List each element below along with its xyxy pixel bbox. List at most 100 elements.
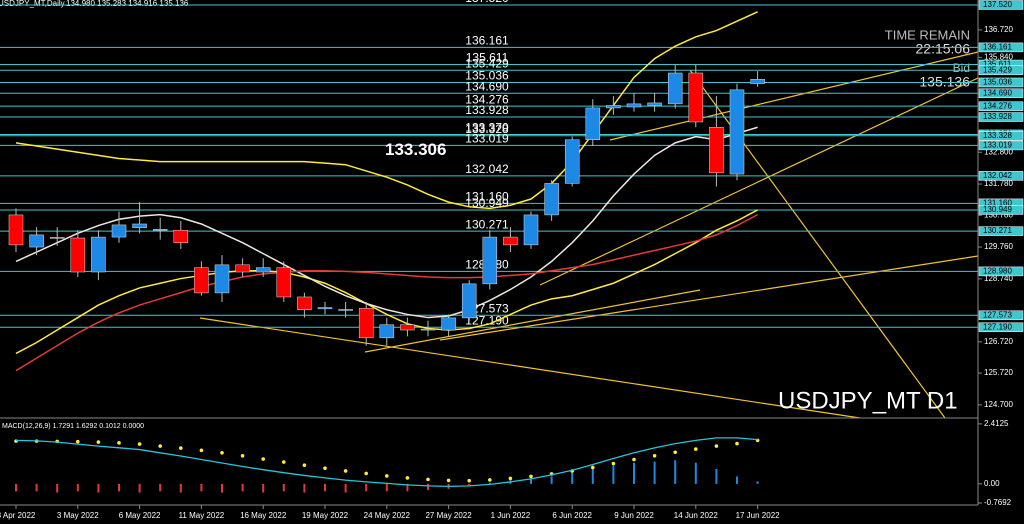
- level-box: [978, 101, 1024, 111]
- signal-dot: [446, 478, 451, 483]
- y-tick-label: 130.780: [984, 210, 1013, 219]
- level-box: [978, 131, 1024, 141]
- candle-body: [235, 264, 250, 273]
- candle-body: [214, 264, 230, 294]
- macd-bar: [118, 483, 120, 492]
- y-tick-label: 0.00: [984, 479, 1000, 488]
- macd-bar: [282, 483, 285, 492]
- y-tick-label: 124.700: [984, 400, 1013, 409]
- signal-dot: [179, 446, 183, 450]
- level-box-label: 137.520: [983, 0, 1012, 9]
- level-box-label: 133.928: [983, 112, 1012, 121]
- candle-body: [358, 307, 374, 339]
- level-box: [978, 112, 1024, 122]
- macd-bar: [571, 472, 574, 484]
- signal-dot: [76, 439, 80, 444]
- level-label: 135.429: [465, 56, 509, 70]
- candle-body: [317, 307, 333, 310]
- macd-bar: [612, 465, 615, 484]
- signal-dot: [96, 440, 101, 444]
- candle-body: [49, 237, 65, 239]
- level-box-label: 135.611: [983, 60, 1012, 69]
- macd-bar: [262, 483, 265, 493]
- x-tick-label: 16 May 2022: [240, 511, 287, 520]
- level-box-label: 130.949: [983, 205, 1012, 214]
- candle-body: [338, 309, 353, 311]
- level-box-label: 127.190: [983, 322, 1012, 331]
- level-box: [978, 205, 1024, 215]
- candle-body: [91, 236, 106, 273]
- signal-dot: [343, 469, 348, 473]
- bid-value: 135.136: [919, 74, 970, 90]
- level-box: [978, 140, 1024, 151]
- macd-line: [15, 437, 758, 488]
- macd-title: MACD(12,26,9) 1.7291 1.6292 0.1012 0.000…: [2, 423, 144, 430]
- indicator-line: [15, 213, 758, 372]
- y-tick-label: 125.720: [984, 368, 1013, 377]
- signal-dot: [385, 474, 389, 478]
- macd-bar: [159, 483, 162, 492]
- x-tick-label: 27 May 2022: [425, 511, 472, 520]
- indicator-line: [15, 209, 758, 355]
- signal-dot: [220, 451, 224, 455]
- signal-dot: [199, 448, 204, 453]
- level-label: 133.370: [465, 121, 509, 135]
- level-box-label: 127.573: [983, 310, 1012, 319]
- level-box-label: 133.328: [983, 131, 1012, 140]
- level-box: [978, 171, 1024, 181]
- candle-body: [297, 296, 312, 311]
- x-tick-label: 6 May 2022: [119, 511, 161, 520]
- macd-bar: [715, 468, 718, 484]
- signal-dot: [714, 444, 719, 448]
- level-label: 133.928: [465, 103, 509, 117]
- level-box: [978, 88, 1024, 99]
- x-tick-label: 3 May 2022: [57, 511, 99, 520]
- candle-body: [503, 236, 518, 246]
- x-tick-label: 8 Apr 2022: [0, 511, 36, 520]
- level-box-label: 133.019: [983, 141, 1012, 150]
- level-label: 133.019: [465, 132, 509, 146]
- level-box: [978, 226, 1024, 236]
- y-tick-label: 2.4125: [984, 419, 1009, 428]
- candle-body: [647, 102, 662, 106]
- candle-body: [688, 72, 704, 123]
- macd-bar: [344, 483, 347, 493]
- x-tick-label: 19 May 2022: [302, 511, 349, 520]
- y-tick-label: 128.740: [984, 274, 1013, 283]
- level-label: 131.160: [465, 190, 509, 204]
- candle-body: [276, 267, 292, 298]
- candle-body: [400, 324, 415, 331]
- level-box-label: 134.690: [983, 88, 1012, 97]
- macd-bar: [385, 483, 388, 492]
- macd-bar: [56, 483, 59, 493]
- candle-body: [709, 127, 724, 174]
- macd-bar: [694, 462, 697, 484]
- level-box-label: 130.271: [983, 226, 1012, 235]
- macd-bar: [591, 468, 594, 484]
- signal-dot: [673, 450, 677, 455]
- signal-dot: [508, 476, 513, 481]
- level-box-label: 131.160: [983, 198, 1012, 207]
- signal-dot: [467, 478, 472, 483]
- x-tick-label: 9 Jun 2022: [614, 511, 654, 520]
- level-box: [978, 65, 1024, 75]
- candle-body: [29, 234, 44, 248]
- candle-body: [750, 78, 765, 84]
- trend-line: [364, 289, 701, 353]
- candle-body: [523, 214, 539, 246]
- candle-body: [379, 324, 395, 339]
- macd-bar: [15, 483, 17, 492]
- level-box-label: 136.161: [983, 42, 1012, 51]
- macd-bar: [76, 483, 79, 492]
- level-box: [978, 322, 1024, 332]
- level-box: [978, 310, 1024, 321]
- signal-dot: [488, 478, 492, 482]
- level-label: 134.276: [465, 92, 509, 106]
- x-tick-label: 14 Jun 2022: [674, 511, 719, 520]
- macd-bar: [406, 483, 409, 492]
- signal-dot: [735, 441, 739, 446]
- level-box-label: 135.036: [983, 78, 1012, 87]
- candle-body: [585, 107, 601, 140]
- x-tick-label: 11 May 2022: [179, 511, 225, 520]
